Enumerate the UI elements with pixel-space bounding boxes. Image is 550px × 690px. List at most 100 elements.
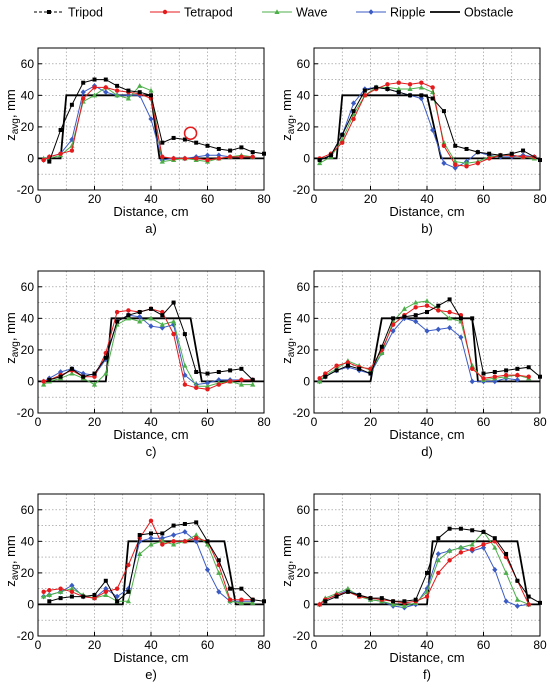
data-point-tetrapod: [92, 85, 97, 90]
data-point-tetrapod: [103, 85, 109, 90]
data-point-ripple: [350, 100, 357, 107]
data-point-tripod: [481, 371, 486, 376]
y-tick-label: 60: [297, 57, 311, 71]
data-point-tripod: [492, 369, 497, 374]
x-tick-label: 40: [144, 415, 158, 429]
data-point-wave: [317, 160, 323, 166]
data-point-tetrapod: [436, 570, 441, 576]
data-point-tripod: [137, 90, 142, 95]
data-point-tripod: [458, 526, 463, 531]
y-tick-label: 60: [21, 503, 35, 517]
legend: Tripod Tetrapod Wave Ripple Obstacle: [34, 6, 513, 20]
y-axis-label-unit: , mm: [3, 535, 18, 564]
series-line-wave: [319, 531, 529, 607]
data-point-ripple: [148, 116, 154, 122]
legend-marker-tetrapod: [162, 9, 168, 15]
y-tick-label: -20: [17, 183, 35, 197]
data-point-tripod: [396, 90, 401, 95]
data-point-tripod: [160, 140, 165, 145]
data-point-wave: [159, 321, 165, 327]
data-point-tripod: [526, 594, 531, 599]
x-tick-label: 20: [364, 415, 378, 429]
panel-label: b): [421, 221, 433, 236]
y-tick-label: 20: [297, 120, 311, 134]
series-wave: [317, 298, 532, 384]
series-line-ripple: [43, 531, 253, 602]
data-point-tetrapod: [430, 85, 435, 90]
data-point-tripod: [374, 85, 379, 90]
data-point-tripod: [69, 594, 74, 599]
x-tick-label: 80: [533, 638, 547, 652]
data-point-tripod: [475, 150, 480, 155]
data-point-ripple: [424, 328, 430, 334]
data-point-tripod: [538, 600, 542, 605]
data-point-tripod: [425, 310, 429, 315]
x-tick-label: 80: [533, 192, 547, 206]
series-line-ripple: [319, 547, 529, 609]
data-point-tripod: [126, 589, 131, 594]
data-point-tripod: [205, 143, 210, 148]
data-point-tripod: [464, 146, 469, 151]
data-point-ripple: [492, 378, 498, 385]
data-point-tetrapod: [407, 82, 413, 87]
data-point-wave: [250, 600, 256, 605]
data-point-tetrapod: [103, 589, 109, 595]
data-point-wave: [137, 551, 143, 556]
y-axis-label: zavg, mm: [3, 535, 21, 587]
data-point-tetrapod: [396, 80, 401, 85]
y-tick-label: 20: [21, 343, 35, 357]
data-point-tetrapod: [239, 154, 244, 160]
series-line-tetrapod: [43, 308, 253, 390]
data-point-wave: [250, 381, 256, 387]
data-point-tetrapod: [160, 309, 165, 315]
data-point-tripod: [357, 366, 362, 371]
data-point-wave: [447, 315, 453, 321]
series-tripod: [317, 85, 542, 163]
data-point-tripod: [137, 310, 142, 315]
y-tick-label: 0: [27, 597, 34, 611]
data-point-wave: [424, 298, 430, 303]
y-axis-label-main: z: [279, 134, 294, 141]
x-tick-label: 40: [420, 638, 434, 652]
y-tick-label: 40: [297, 88, 311, 102]
y-axis-label-main: z: [3, 134, 18, 141]
x-axis-label: Distance, cm: [113, 650, 188, 665]
data-point-ripple: [114, 593, 120, 600]
annotation-circle: [183, 126, 198, 140]
x-tick-label: 80: [257, 192, 271, 206]
data-point-tripod: [379, 596, 384, 601]
data-point-tripod: [194, 520, 199, 525]
data-point-tetrapod: [481, 376, 486, 381]
data-point-tripod: [504, 368, 509, 373]
data-point-tripod: [515, 366, 520, 371]
data-point-ripple: [514, 377, 520, 383]
data-point-tripod: [239, 586, 244, 591]
data-point-tripod: [250, 150, 255, 155]
data-point-tetrapod: [340, 140, 345, 145]
data-point-tetrapod: [69, 148, 75, 153]
data-point-tripod: [368, 371, 373, 376]
data-point-wave: [69, 370, 75, 376]
data-point-tripod: [47, 599, 52, 604]
data-point-tetrapod: [182, 382, 188, 387]
x-tick-label: 80: [257, 415, 271, 429]
data-point-tripod: [126, 313, 131, 318]
panels: 0 20 40 60 80 -20 0 20 40 60 Distance, cm zavg, mm a…: [3, 47, 547, 682]
data-point-tetrapod: [486, 156, 492, 161]
data-point-tripod: [228, 586, 233, 591]
legend-label-ripple: Ripple: [390, 6, 425, 20]
legend-marker-ripple: [368, 9, 374, 15]
data-point-tripod: [47, 377, 52, 382]
y-tick-label: 40: [297, 534, 311, 548]
data-point-tetrapod: [323, 371, 328, 376]
data-point-tripod: [402, 599, 407, 604]
y-axis-label-subscript: avg: [286, 341, 297, 357]
series-wave: [41, 532, 256, 605]
data-point-tripod: [228, 148, 233, 153]
data-point-ripple: [435, 551, 441, 557]
data-point-ripple: [69, 582, 75, 589]
data-point-tetrapod: [114, 88, 120, 93]
legend-label-obstacle: Obstacle: [464, 6, 513, 20]
x-tick-label: 0: [311, 415, 318, 429]
data-point-wave: [379, 350, 385, 356]
